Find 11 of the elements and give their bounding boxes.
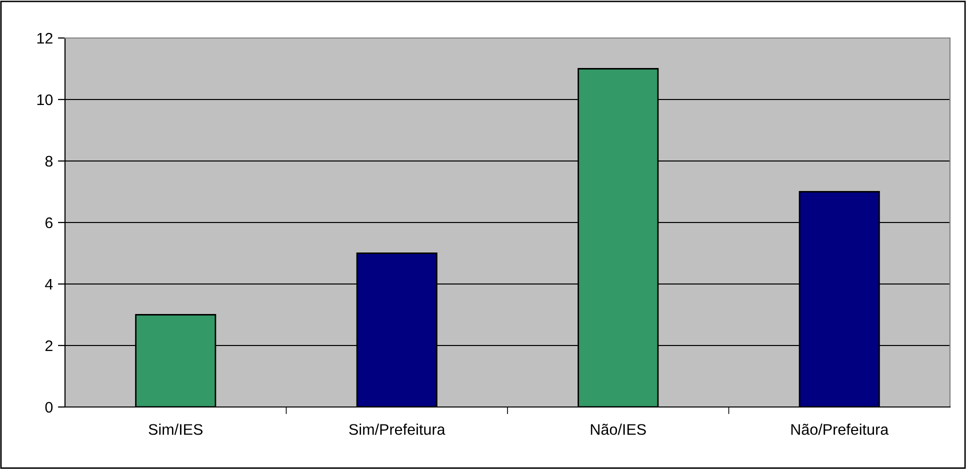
x-tick-label: Não/Prefeitura [791,424,889,435]
y-tick-label: 2 [45,340,52,352]
x-tick-label: Não/IES [590,424,646,435]
x-tick-label: Sim/IES [148,424,203,435]
y-tick-label: 4 [45,279,53,290]
y-tick-label: 6 [45,217,53,228]
y-tick-label: 0 [45,402,53,413]
y-tick-label: 12 [37,32,52,44]
y-tick-label: 8 [45,156,53,167]
x-tick-label: Sim/Prefeitura [349,424,446,435]
y-tick-label: 10 [37,94,53,106]
